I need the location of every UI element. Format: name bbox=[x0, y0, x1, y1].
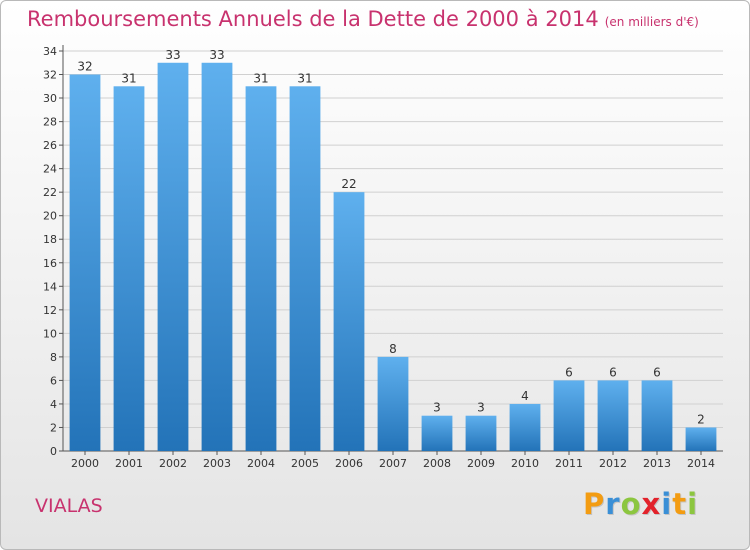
y-tick-label: 2 bbox=[50, 421, 57, 434]
logo-letter: x bbox=[641, 487, 662, 521]
x-tick-label: 2009 bbox=[467, 457, 495, 470]
x-tick-label: 2011 bbox=[555, 457, 583, 470]
bar-value-label: 6 bbox=[609, 365, 617, 379]
bar-value-label: 31 bbox=[121, 71, 136, 85]
bar bbox=[333, 192, 365, 452]
x-tick-label: 2012 bbox=[599, 457, 627, 470]
labels: 0246810121416182022242628303234322000312… bbox=[43, 45, 715, 470]
y-tick-label: 0 bbox=[50, 445, 57, 458]
x-tick-label: 2013 bbox=[643, 457, 671, 470]
y-tick-label: 22 bbox=[43, 186, 57, 199]
bar bbox=[245, 86, 277, 451]
x-tick-label: 2007 bbox=[379, 457, 407, 470]
bar bbox=[509, 403, 541, 451]
bar bbox=[69, 74, 101, 451]
bar-value-label: 6 bbox=[653, 365, 661, 379]
bar bbox=[201, 62, 233, 451]
x-tick-label: 2008 bbox=[423, 457, 451, 470]
chart-subtitle: (en milliers d'€) bbox=[604, 15, 699, 29]
y-tick-label: 32 bbox=[43, 69, 57, 82]
y-tick-label: 16 bbox=[43, 257, 57, 270]
y-tick-label: 18 bbox=[43, 233, 57, 246]
x-tick-label: 2006 bbox=[335, 457, 363, 470]
bar bbox=[685, 427, 717, 451]
bar bbox=[553, 380, 585, 451]
y-tick-label: 30 bbox=[43, 92, 57, 105]
bars bbox=[69, 62, 717, 452]
bar bbox=[289, 86, 321, 451]
bar bbox=[113, 86, 145, 451]
logo-letter: i bbox=[687, 487, 699, 521]
logo-letter: P bbox=[583, 487, 606, 521]
y-tick-label: 26 bbox=[43, 139, 57, 152]
proxiti-logo[interactable]: Proxiti bbox=[583, 487, 698, 521]
bar bbox=[597, 380, 629, 451]
x-tick-label: 2002 bbox=[159, 457, 187, 470]
bar bbox=[377, 356, 409, 451]
x-tick-label: 2000 bbox=[71, 457, 99, 470]
y-tick-label: 12 bbox=[43, 304, 57, 317]
y-tick-label: 10 bbox=[43, 327, 57, 340]
logo-letter: t bbox=[672, 487, 688, 521]
bar bbox=[157, 62, 189, 451]
bar-value-label: 33 bbox=[209, 48, 224, 62]
x-tick-label: 2001 bbox=[115, 457, 143, 470]
chart-title: Remboursements Annuels de la Dette de 20… bbox=[27, 7, 699, 31]
bar-value-label: 31 bbox=[297, 71, 312, 85]
y-tick-label: 24 bbox=[43, 163, 57, 176]
bar-value-label: 32 bbox=[77, 60, 92, 74]
x-tick-label: 2014 bbox=[687, 457, 715, 470]
y-tick-label: 6 bbox=[50, 374, 57, 387]
chart-title-text: Remboursements Annuels de la Dette de 20… bbox=[27, 7, 599, 31]
y-tick-label: 8 bbox=[50, 351, 57, 364]
x-tick-label: 2005 bbox=[291, 457, 319, 470]
bar-value-label: 33 bbox=[165, 48, 180, 62]
y-tick-label: 34 bbox=[43, 45, 57, 58]
y-tick-label: 28 bbox=[43, 116, 57, 129]
bar-value-label: 22 bbox=[341, 177, 356, 191]
x-tick-label: 2003 bbox=[203, 457, 231, 470]
commune-name: VIALAS bbox=[35, 495, 103, 517]
y-tick-label: 4 bbox=[50, 398, 57, 411]
bar bbox=[641, 380, 673, 451]
bar bbox=[421, 415, 453, 451]
bar-value-label: 6 bbox=[565, 365, 573, 379]
bar-value-label: 8 bbox=[389, 342, 397, 356]
logo-letter: o bbox=[620, 487, 642, 521]
bar-value-label: 2 bbox=[697, 412, 705, 426]
logo-letter: r bbox=[605, 487, 621, 521]
bar-value-label: 31 bbox=[253, 71, 268, 85]
y-tick-label: 14 bbox=[43, 280, 57, 293]
logo-letter: i bbox=[661, 487, 673, 521]
bar-value-label: 3 bbox=[433, 401, 441, 415]
bar bbox=[465, 415, 497, 451]
bar-value-label: 3 bbox=[477, 401, 485, 415]
x-tick-label: 2004 bbox=[247, 457, 275, 470]
y-tick-label: 20 bbox=[43, 210, 57, 223]
bar-value-label: 4 bbox=[521, 389, 529, 403]
x-tick-label: 2010 bbox=[511, 457, 539, 470]
